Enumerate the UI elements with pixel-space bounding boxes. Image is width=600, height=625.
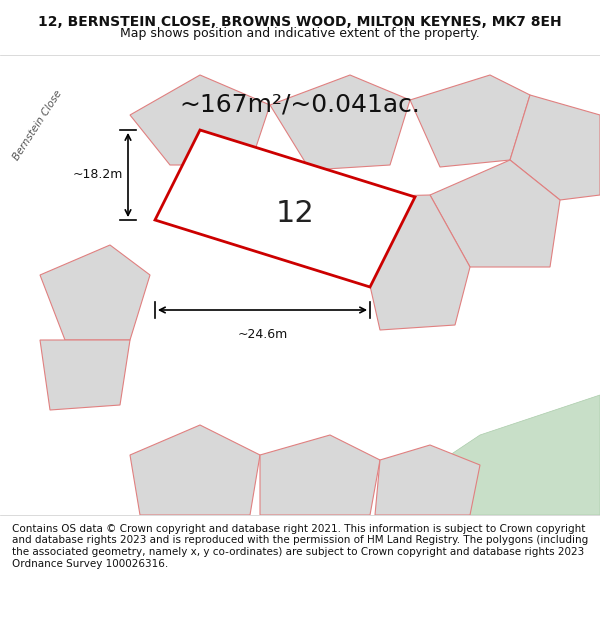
Text: 12, BERNSTEIN CLOSE, BROWNS WOOD, MILTON KEYNES, MK7 8EH: 12, BERNSTEIN CLOSE, BROWNS WOOD, MILTON… bbox=[38, 16, 562, 29]
Polygon shape bbox=[510, 95, 600, 200]
Text: Contains OS data © Crown copyright and database right 2021. This information is : Contains OS data © Crown copyright and d… bbox=[12, 524, 588, 569]
Text: ~24.6m: ~24.6m bbox=[238, 328, 287, 341]
Polygon shape bbox=[0, 55, 160, 235]
Polygon shape bbox=[40, 245, 150, 340]
Polygon shape bbox=[270, 75, 410, 170]
Text: ~18.2m: ~18.2m bbox=[73, 169, 123, 181]
Polygon shape bbox=[260, 435, 380, 515]
Polygon shape bbox=[430, 160, 560, 267]
Polygon shape bbox=[130, 75, 270, 165]
Polygon shape bbox=[350, 195, 470, 330]
Polygon shape bbox=[130, 425, 260, 515]
Polygon shape bbox=[420, 395, 600, 515]
Text: ~167m²/~0.041ac.: ~167m²/~0.041ac. bbox=[179, 93, 421, 117]
Polygon shape bbox=[375, 445, 480, 515]
Text: 12: 12 bbox=[275, 199, 314, 228]
Polygon shape bbox=[40, 340, 130, 410]
Polygon shape bbox=[155, 130, 415, 287]
Text: Map shows position and indicative extent of the property.: Map shows position and indicative extent… bbox=[120, 27, 480, 39]
Text: Bernstein Close: Bernstein Close bbox=[11, 88, 64, 162]
Polygon shape bbox=[410, 75, 530, 167]
